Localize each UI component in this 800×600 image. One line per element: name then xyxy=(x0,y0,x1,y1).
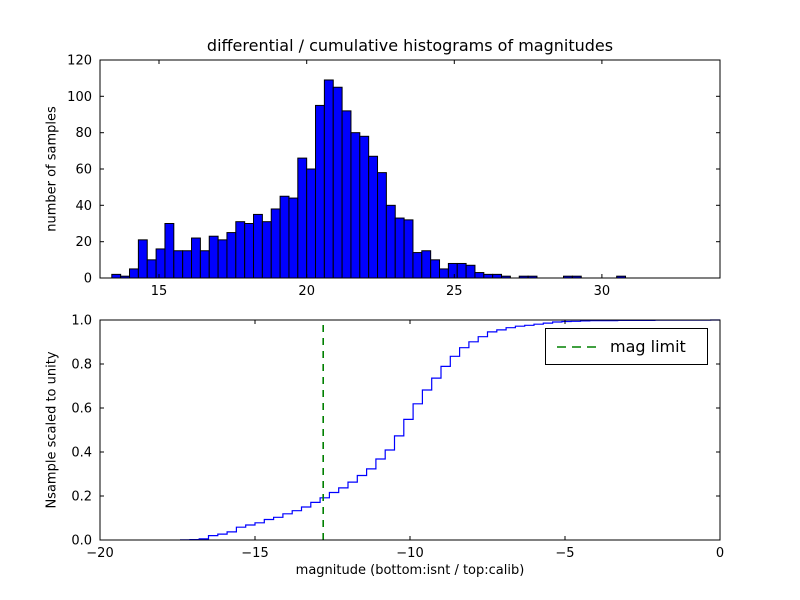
histogram-bar xyxy=(412,252,423,279)
x-tick-label: −20 xyxy=(86,546,113,561)
histogram-bar xyxy=(403,219,414,279)
legend-label: mag limit xyxy=(610,337,686,356)
y-tick-label: 0.2 xyxy=(71,490,92,505)
differential-histogram-plot: 15 20 25 30 0 20 40 60 80 100 120 xyxy=(67,54,721,299)
histogram-bar xyxy=(261,221,272,279)
histogram-bar xyxy=(208,235,219,279)
histogram-bar xyxy=(483,273,494,279)
histogram-bar xyxy=(341,110,352,279)
y-tick-label: 0 xyxy=(84,272,92,287)
y-tick-label: 0.4 xyxy=(71,446,92,461)
y-tick-label: 40 xyxy=(75,199,92,214)
histogram-bar xyxy=(199,250,210,279)
y-tick-label: 60 xyxy=(75,163,92,178)
histogram-bar xyxy=(421,250,432,279)
y-tick-label: 0.0 xyxy=(71,534,92,549)
histogram-bar xyxy=(173,250,184,279)
histogram-bar xyxy=(430,259,441,279)
histogram-bar xyxy=(164,223,175,279)
histogram-bar xyxy=(465,264,476,279)
histogram-bar xyxy=(368,155,379,279)
histogram-bar xyxy=(137,239,148,279)
histogram-bar xyxy=(270,208,281,279)
histogram-bar xyxy=(297,157,308,279)
histogram-bar xyxy=(306,168,317,279)
x-tick-label: −15 xyxy=(241,546,268,561)
y-tick-label: 100 xyxy=(67,90,92,105)
cumulative-step-line xyxy=(180,319,720,541)
histogram-bar xyxy=(447,262,458,279)
histogram-bar xyxy=(377,172,387,279)
histogram-bar xyxy=(288,197,299,279)
histogram-bar xyxy=(226,232,237,279)
legend-box: mag limit xyxy=(545,328,708,365)
histogram-bar xyxy=(191,237,201,279)
histogram-bar xyxy=(474,272,485,279)
histogram-bar xyxy=(146,259,157,279)
histogram-bar xyxy=(492,273,503,279)
histogram-bar xyxy=(332,86,343,279)
y-tick-label: 120 xyxy=(67,54,92,69)
histogram-bar xyxy=(182,250,193,279)
histogram-bar xyxy=(244,223,255,279)
x-tick-label: 25 xyxy=(446,284,463,299)
y-tick-label: 20 xyxy=(75,235,92,250)
histogram-bar xyxy=(439,268,449,279)
histogram-bar xyxy=(235,221,246,279)
x-tick-label: 20 xyxy=(298,284,315,299)
histogram-bar xyxy=(155,248,166,279)
bottom-y-axis-label: Nsample scaled to unity xyxy=(44,351,60,509)
histogram-bar xyxy=(111,273,122,279)
histogram-bar xyxy=(456,262,467,279)
top-y-axis-label: number of samples xyxy=(44,106,60,232)
x-tick-label: −10 xyxy=(396,546,423,561)
histogram-bar xyxy=(279,195,290,279)
histogram-bar xyxy=(385,204,396,279)
x-tick-label: 30 xyxy=(594,284,611,299)
y-tick-label: 1.0 xyxy=(71,314,92,329)
histogram-bar xyxy=(323,79,334,279)
histogram-bar xyxy=(315,104,325,279)
histogram-bar xyxy=(217,239,228,279)
x-tick-label: 0 xyxy=(716,546,724,561)
histogram-bar xyxy=(359,135,370,279)
histogram-bar xyxy=(394,217,405,279)
x-tick-label: 15 xyxy=(151,284,168,299)
x-tick-label: −5 xyxy=(555,546,574,561)
bottom-x-axis-label: magnitude (bottom:isnt / top:calib) xyxy=(295,563,525,578)
histogram-bar xyxy=(129,268,139,279)
figure-title: differential / cumulative histograms of … xyxy=(206,36,614,55)
y-tick-label: 0.6 xyxy=(71,402,92,417)
histogram-bar xyxy=(253,213,263,279)
cumulative-histogram-plot: −20 −15 −10 −5 0 0.0 0.2 0.4 0.6 0.8 1.0 xyxy=(71,314,724,562)
histogram-bar xyxy=(350,132,361,279)
y-tick-label: 80 xyxy=(75,126,92,141)
y-tick-label: 0.8 xyxy=(71,358,92,373)
mag-limit-legend-line-icon xyxy=(557,345,597,348)
